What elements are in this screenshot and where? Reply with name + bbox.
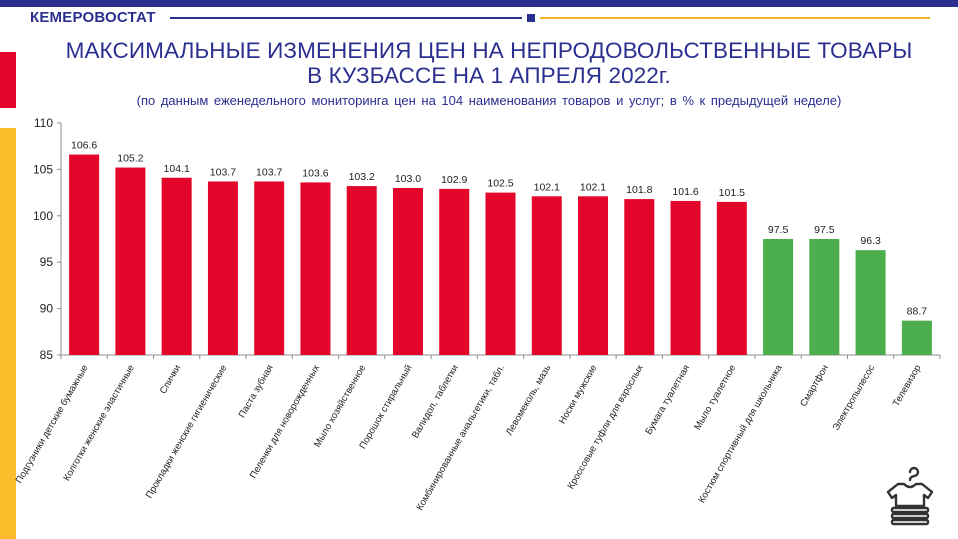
- category-label: Мыло хозяйственное: [312, 363, 368, 449]
- bar-value-label: 97.5: [814, 224, 835, 236]
- bar: [670, 200, 701, 355]
- side-accent-yellow: [0, 128, 16, 539]
- y-tick-label: 85: [40, 348, 54, 362]
- y-tick-label: 100: [33, 209, 53, 223]
- bar-value-label: 105.2: [117, 153, 143, 165]
- category-label: Электропылесос: [831, 363, 878, 433]
- bar: [207, 181, 238, 355]
- category-label: Паста зубная: [237, 363, 276, 420]
- bar: [300, 182, 331, 355]
- brand-logo-text: КЕМЕРОВОСТАТ: [30, 9, 156, 26]
- bar-value-label: 96.3: [860, 235, 881, 247]
- header-rule-square: [527, 14, 535, 22]
- clothes-rack-icon: [886, 466, 934, 526]
- bar: [578, 196, 609, 355]
- category-label: Смартфон: [798, 363, 831, 409]
- page-title: МАКСИМАЛЬНЫЕ ИЗМЕНЕНИЯ ЦЕН НА НЕПРОДОВОЛ…: [20, 38, 958, 88]
- bar-value-label: 101.5: [719, 187, 745, 199]
- y-tick-label: 95: [40, 255, 54, 269]
- top-accent-bar: [0, 0, 958, 7]
- category-label: Бумага туалетная: [643, 363, 692, 437]
- y-tick-label: 90: [40, 302, 54, 316]
- bar-value-label: 104.1: [164, 163, 190, 175]
- value-labels-group: 106.6 105.2 104.1 103.7 103.7 103.6 103.2 103.0…: [71, 140, 927, 318]
- header-rule-blue: [170, 17, 522, 19]
- bar-value-label: 101.6: [672, 186, 698, 198]
- category-label: Левомеколь, мазь: [504, 363, 553, 438]
- bar-value-label: 106.6: [71, 140, 97, 152]
- bar-value-label: 101.8: [626, 184, 652, 196]
- bar: [763, 239, 794, 355]
- bar: [439, 188, 470, 355]
- bar: [161, 177, 192, 355]
- bar-value-label: 102.1: [580, 181, 606, 193]
- category-label: Мыло туалетное: [692, 363, 738, 432]
- bar: [716, 201, 747, 355]
- header-rule-yellow: [540, 17, 930, 19]
- bar-value-label: 103.2: [349, 171, 375, 183]
- bar: [809, 239, 840, 355]
- y-tick-label: 105: [33, 162, 53, 176]
- bar: [346, 186, 377, 355]
- bar-value-label: 103.6: [302, 167, 328, 179]
- category-label: Кроссовые туфли для взрослых: [566, 363, 646, 491]
- category-label: Телевизор: [891, 363, 924, 409]
- side-accent-red: [0, 52, 16, 108]
- category-label: Костюм спортивный для школьника: [696, 362, 785, 505]
- category-label: Комбинированные анальгетики, табл.: [414, 363, 507, 512]
- bar: [69, 154, 100, 355]
- bar-value-label: 97.5: [768, 224, 789, 236]
- bar: [531, 196, 562, 355]
- category-label: Валидол, таблетки: [410, 363, 461, 440]
- category-label: Порошок стиральный: [357, 363, 414, 451]
- title-line-1: МАКСИМАЛЬНЫЕ ИЗМЕНЕНИЯ ЦЕН НА НЕПРОДОВОЛ…: [65, 38, 913, 63]
- category-label: Спички: [158, 363, 183, 396]
- bar: [855, 250, 886, 355]
- bar: [392, 187, 423, 355]
- category-label: Носки мужские: [557, 363, 600, 426]
- title-line-2: В КУЗБАССЕ НА 1 АПРЕЛЯ 2022г.: [307, 63, 671, 88]
- page-subtitle: (по данным еженедельного мониторинга цен…: [136, 93, 842, 108]
- bar: [624, 199, 655, 355]
- bar: [901, 320, 932, 355]
- bar-value-label: 102.1: [534, 181, 560, 193]
- bar-value-label: 103.7: [256, 166, 282, 178]
- bar-value-label: 102.9: [441, 174, 467, 186]
- bars-group: [69, 154, 932, 355]
- bar: [254, 181, 285, 355]
- bar: [115, 167, 146, 355]
- y-tick-label: 110: [34, 116, 53, 130]
- bar-value-label: 88.7: [907, 306, 928, 318]
- bar-value-label: 102.5: [487, 178, 513, 190]
- bar-value-label: 103.7: [210, 166, 236, 178]
- bar-value-label: 103.0: [395, 173, 421, 185]
- bar: [485, 192, 516, 355]
- category-label: Прокладки женские гигиенические: [144, 363, 230, 500]
